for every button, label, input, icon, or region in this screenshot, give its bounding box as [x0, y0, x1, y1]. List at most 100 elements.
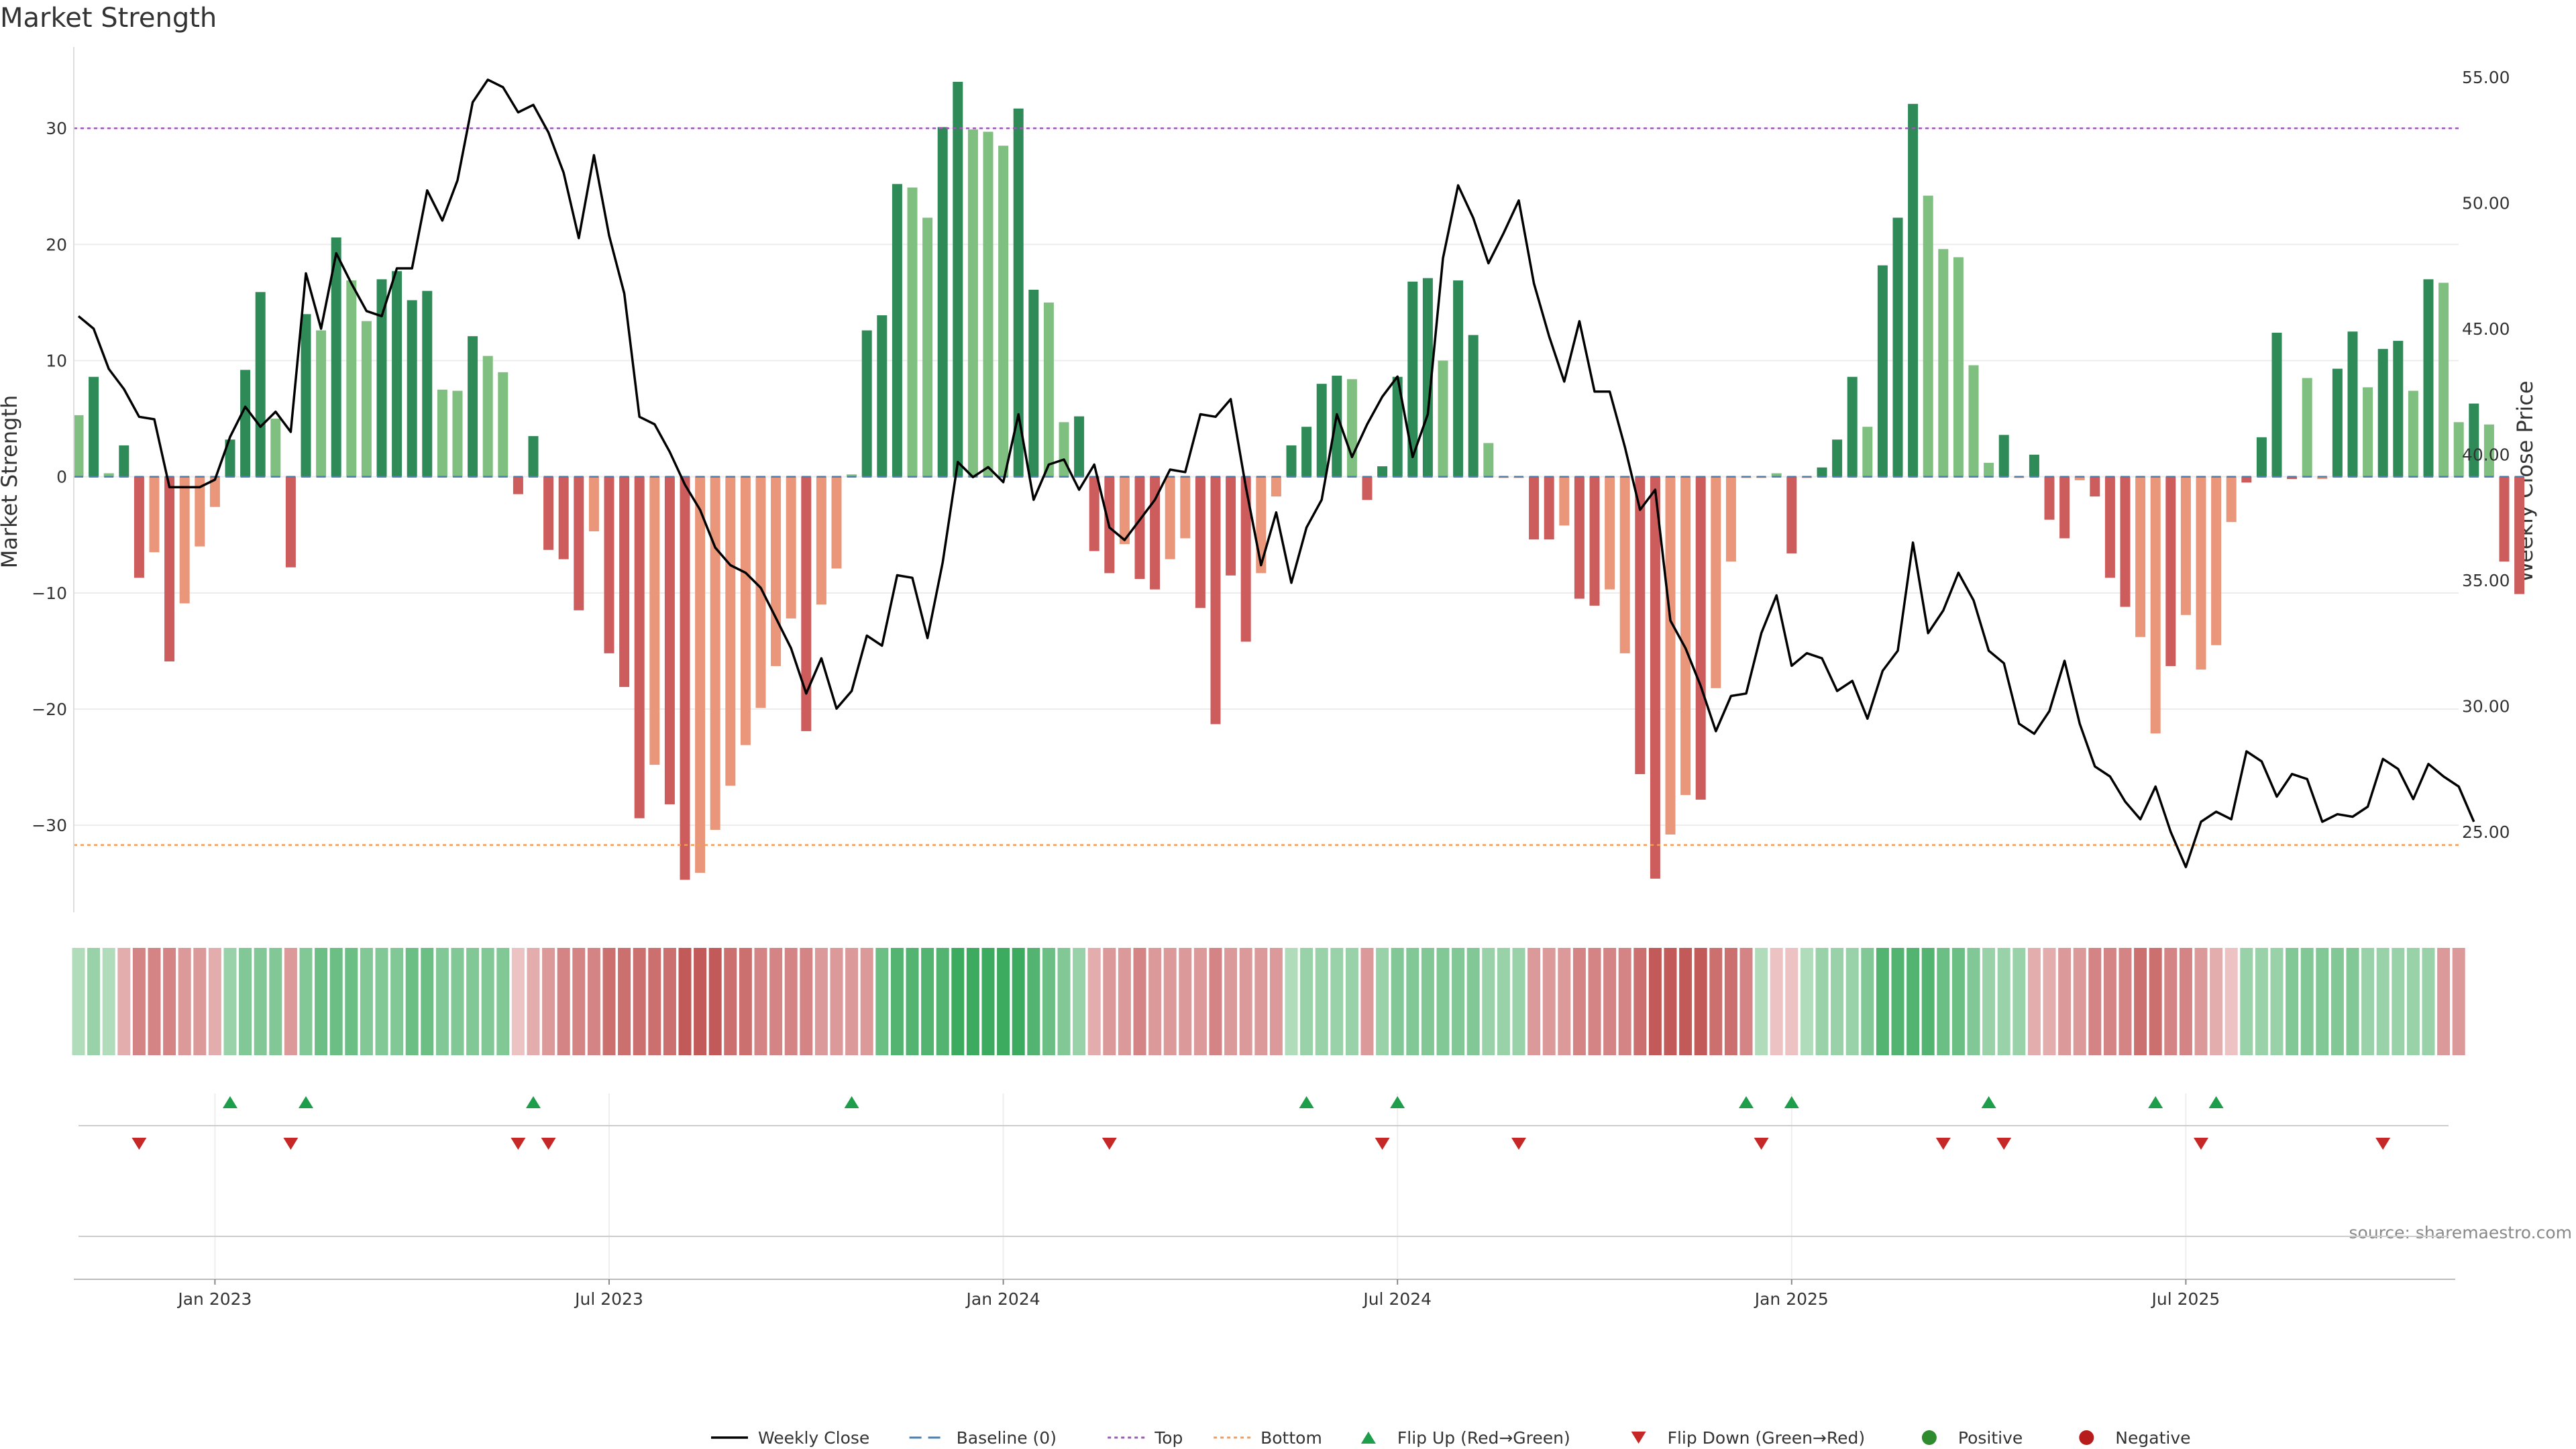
heat-cell — [1103, 948, 1116, 1055]
legend: Weekly Close Baseline (0) Top Bottom Flip Up… — [711, 1428, 2191, 1448]
strength-bar — [2287, 476, 2298, 480]
strength-bar — [392, 271, 402, 477]
flip-down-marker — [1996, 1138, 2012, 1150]
strength-bar — [2211, 476, 2222, 645]
heat-cell — [1815, 948, 1829, 1055]
heat-cell — [2012, 948, 2026, 1055]
flip-down-marker — [511, 1138, 526, 1150]
heat-cell — [2406, 948, 2420, 1055]
strength-bar — [2241, 476, 2252, 483]
heat-cell — [2058, 948, 2072, 1055]
heat-cell — [2164, 948, 2178, 1055]
strength-bar — [2347, 331, 2358, 477]
heat-cell — [1482, 948, 1495, 1055]
strength-bar — [1786, 476, 1797, 553]
heat-cell — [906, 948, 919, 1055]
heat-cell — [178, 948, 191, 1055]
heat-cell — [1633, 948, 1647, 1055]
strength-bar — [877, 315, 888, 477]
strength-bar — [998, 146, 1009, 477]
strength-bar — [1680, 476, 1691, 796]
legend-label-flip_up: Flip Up (Red→Green) — [1397, 1428, 1570, 1448]
strength-bar — [2256, 437, 2267, 477]
heat-cell — [678, 948, 692, 1055]
heat-cell — [1376, 948, 1389, 1055]
heat-cell — [1770, 948, 1783, 1055]
strength-bar — [255, 292, 266, 477]
heat-cell — [1542, 948, 1556, 1055]
strength-bar — [498, 372, 508, 477]
strength-bar — [1544, 476, 1554, 540]
flip-down-marker — [1754, 1138, 1769, 1150]
heat-cell — [1527, 948, 1541, 1055]
heat-cell — [1967, 948, 1980, 1055]
strength-bar — [2438, 282, 2449, 477]
heat-cell — [769, 948, 783, 1055]
strength-bar — [407, 300, 417, 477]
strength-bar — [149, 476, 160, 553]
strength-bar — [301, 314, 311, 477]
heat-cell — [315, 948, 328, 1055]
heat-cell — [663, 948, 676, 1055]
heat-cell — [572, 948, 586, 1055]
heat-cell — [2392, 948, 2405, 1055]
flip-down-marker — [1511, 1138, 1526, 1150]
heat-cell — [390, 948, 404, 1055]
strength-bar — [1256, 476, 1267, 574]
heat-cell — [1209, 948, 1222, 1055]
strength-bar — [452, 390, 463, 477]
strength-bar — [422, 290, 433, 477]
heat-cell — [2361, 948, 2375, 1055]
heat-cell — [163, 948, 176, 1055]
strength-bar — [1043, 302, 1054, 477]
y-left-tick-label: −20 — [32, 700, 67, 719]
strength-bar — [755, 476, 766, 708]
heat-cell — [527, 948, 540, 1055]
heat-cell — [2088, 948, 2102, 1055]
strength-heat-strip — [72, 948, 2465, 1055]
strength-bar — [73, 415, 84, 477]
legend-label-weekly_close: Weekly Close — [758, 1428, 869, 1448]
heat-cell — [102, 948, 115, 1055]
heat-cell — [1876, 948, 1889, 1055]
heat-cell — [1285, 948, 1298, 1055]
heat-cell — [784, 948, 798, 1055]
heat-cell — [1042, 948, 1055, 1055]
strength-bar — [907, 187, 918, 477]
heat-cell — [1785, 948, 1799, 1055]
heat-cell — [2240, 948, 2253, 1055]
strength-bar — [1619, 476, 1630, 653]
heat-cell — [2316, 948, 2329, 1055]
heat-cell — [451, 948, 464, 1055]
strength-bar — [695, 476, 706, 873]
heat-cell — [1269, 948, 1283, 1055]
heat-cell — [1133, 948, 1146, 1055]
strength-bar — [1665, 476, 1676, 835]
heat-cell — [1224, 948, 1238, 1055]
strength-bar — [771, 476, 782, 666]
heat-cell — [845, 948, 859, 1055]
heat-cell — [1907, 948, 1920, 1055]
heat-cell — [875, 948, 889, 1055]
heat-cell — [1558, 948, 1571, 1055]
y-left-tick-label: 10 — [46, 352, 67, 371]
heat-cell — [981, 948, 995, 1055]
heat-cell — [2270, 948, 2284, 1055]
heat-cell — [1997, 948, 2010, 1055]
heat-cell — [800, 948, 813, 1055]
legend-label-bottom: Bottom — [1260, 1428, 1322, 1448]
strength-bar — [528, 436, 539, 477]
heat-cell — [1436, 948, 1450, 1055]
strength-bar — [1286, 445, 1297, 477]
strength-bar — [786, 476, 796, 619]
strength-bar — [1362, 476, 1373, 500]
heat-cell — [1254, 948, 1268, 1055]
strength-bar — [604, 476, 614, 653]
flip-up-marker — [1784, 1096, 1799, 1108]
strength-bar — [1483, 443, 1494, 477]
heat-cell — [1739, 948, 1753, 1055]
flip-down-marker — [283, 1138, 299, 1150]
strength-bar — [861, 330, 872, 477]
heat-cell — [1588, 948, 1601, 1055]
